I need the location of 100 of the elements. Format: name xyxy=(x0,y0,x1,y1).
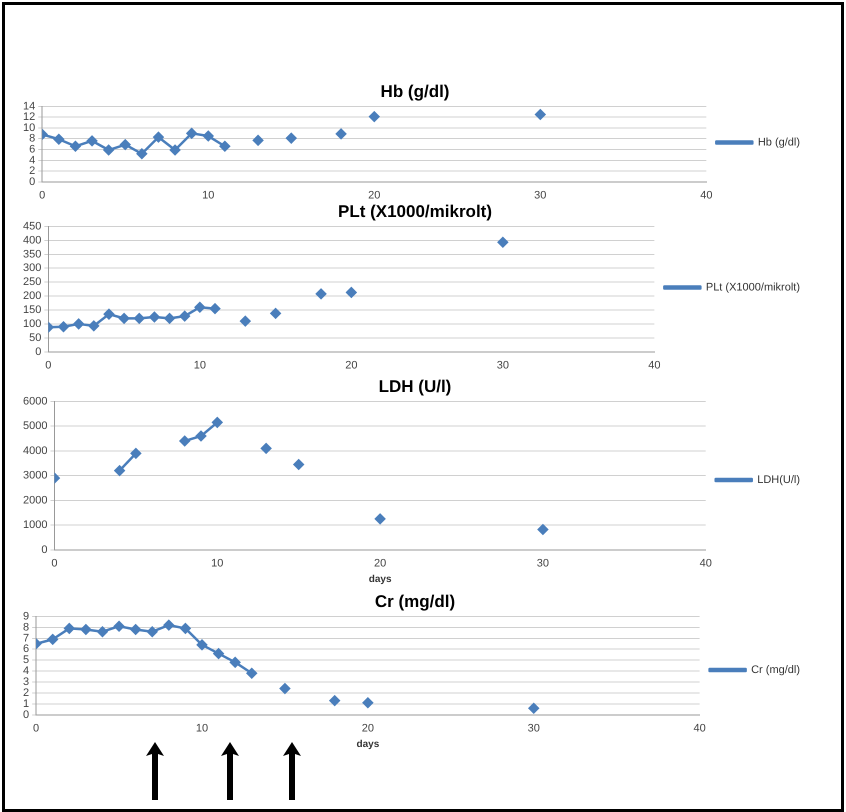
point xyxy=(186,128,197,139)
point xyxy=(97,626,108,637)
y-tick-label: 3 xyxy=(22,676,30,688)
chart-title: LDH (U/l) xyxy=(378,376,452,396)
point xyxy=(374,514,386,524)
point xyxy=(336,128,346,140)
point xyxy=(293,459,304,470)
point xyxy=(210,303,220,314)
point xyxy=(220,141,230,152)
point xyxy=(153,132,164,142)
point xyxy=(203,130,214,142)
point xyxy=(146,626,158,637)
chart-title: PLt (X1000/mikrolt) xyxy=(338,202,492,221)
point xyxy=(149,312,160,322)
y-tick-label: 0 xyxy=(22,708,30,721)
point xyxy=(54,134,64,145)
point xyxy=(213,648,224,659)
point xyxy=(114,465,125,476)
y-tick-label: 250 xyxy=(22,276,42,288)
y-tick-label: 5000 xyxy=(22,420,48,432)
point xyxy=(212,417,223,428)
y-tick-label: 2 xyxy=(29,165,36,178)
chart-title: Cr (mg/dl) xyxy=(374,592,456,611)
point xyxy=(47,634,58,645)
x-tick-label: 20 xyxy=(362,722,374,734)
x-tick-label: 40 xyxy=(648,359,660,372)
chart-title: Hb (g/dl) xyxy=(380,82,450,101)
point xyxy=(362,698,374,708)
point xyxy=(179,436,190,446)
x-tick-label: 30 xyxy=(496,359,509,372)
x-tick-label: 30 xyxy=(528,722,540,734)
y-tick-label: 4 xyxy=(29,154,36,166)
y-tick-label: 6000 xyxy=(22,395,48,408)
x-tick-label: 20 xyxy=(374,557,386,570)
point xyxy=(270,308,281,319)
point xyxy=(134,313,145,324)
x-tick-label: 10 xyxy=(202,189,214,202)
point xyxy=(535,109,546,120)
point xyxy=(80,624,92,635)
point xyxy=(180,623,191,634)
point xyxy=(179,310,190,322)
y-tick-label: 50 xyxy=(29,332,42,344)
x-tick-label: 10 xyxy=(194,359,206,372)
point xyxy=(280,683,290,694)
point xyxy=(136,148,148,160)
point xyxy=(120,139,130,150)
point xyxy=(538,524,548,535)
point xyxy=(164,620,174,630)
y-tick-label: 450 xyxy=(22,220,42,232)
y-tick-label: 6 xyxy=(29,144,36,156)
y-tick-label: 6 xyxy=(22,643,30,656)
point xyxy=(260,443,272,454)
legend-label: PLt (X1000/mikrolt) xyxy=(706,282,800,294)
y-tick-label: 2000 xyxy=(22,494,48,506)
y-tick-label: 5 xyxy=(22,654,30,666)
y-tick-label: 9 xyxy=(22,610,30,622)
x-tick-label: 40 xyxy=(700,557,712,570)
point xyxy=(196,640,208,650)
x-tick-label: 10 xyxy=(196,722,208,734)
point xyxy=(88,320,100,332)
point xyxy=(86,136,98,146)
point xyxy=(252,135,264,146)
y-tick-label: 7 xyxy=(22,632,30,644)
x-axis-title: days xyxy=(368,574,392,585)
point xyxy=(196,430,206,442)
y-tick-label: 1 xyxy=(22,698,30,710)
y-tick-label: 200 xyxy=(22,290,42,302)
x-tick-label: 30 xyxy=(534,189,546,202)
point xyxy=(130,448,142,459)
x-tick-label: 40 xyxy=(700,189,712,202)
x-axis-title: days xyxy=(356,738,380,750)
point xyxy=(130,624,141,635)
y-tick-label: 3000 xyxy=(22,470,48,482)
y-tick-label: 14 xyxy=(22,100,36,112)
point xyxy=(316,288,326,300)
y-tick-label: 10 xyxy=(22,122,36,134)
y-tick-label: 8 xyxy=(22,621,30,634)
y-tick-label: 8 xyxy=(29,132,36,145)
point xyxy=(70,141,81,152)
y-tick-label: 300 xyxy=(22,262,42,274)
x-tick-label: 20 xyxy=(368,189,380,202)
y-tick-label: 100 xyxy=(22,318,42,330)
point xyxy=(346,287,357,298)
legend-label: Hb (g/dl) xyxy=(758,136,800,149)
y-tick-label: 4 xyxy=(22,665,30,678)
point xyxy=(528,702,539,714)
point xyxy=(170,144,180,156)
legend-label: LDH(U/l) xyxy=(757,474,800,486)
point xyxy=(114,620,124,632)
y-tick-label: 2 xyxy=(22,686,30,699)
x-tick-label: 40 xyxy=(693,722,706,734)
point xyxy=(103,144,114,156)
point xyxy=(498,237,508,248)
point xyxy=(118,313,130,324)
y-tick-label: 1000 xyxy=(22,519,48,532)
point xyxy=(58,321,69,332)
x-tick-label: 20 xyxy=(345,359,358,372)
y-tick-label: 400 xyxy=(22,234,42,246)
y-tick-label: 150 xyxy=(22,304,42,316)
y-tick-label: 0 xyxy=(29,176,36,188)
